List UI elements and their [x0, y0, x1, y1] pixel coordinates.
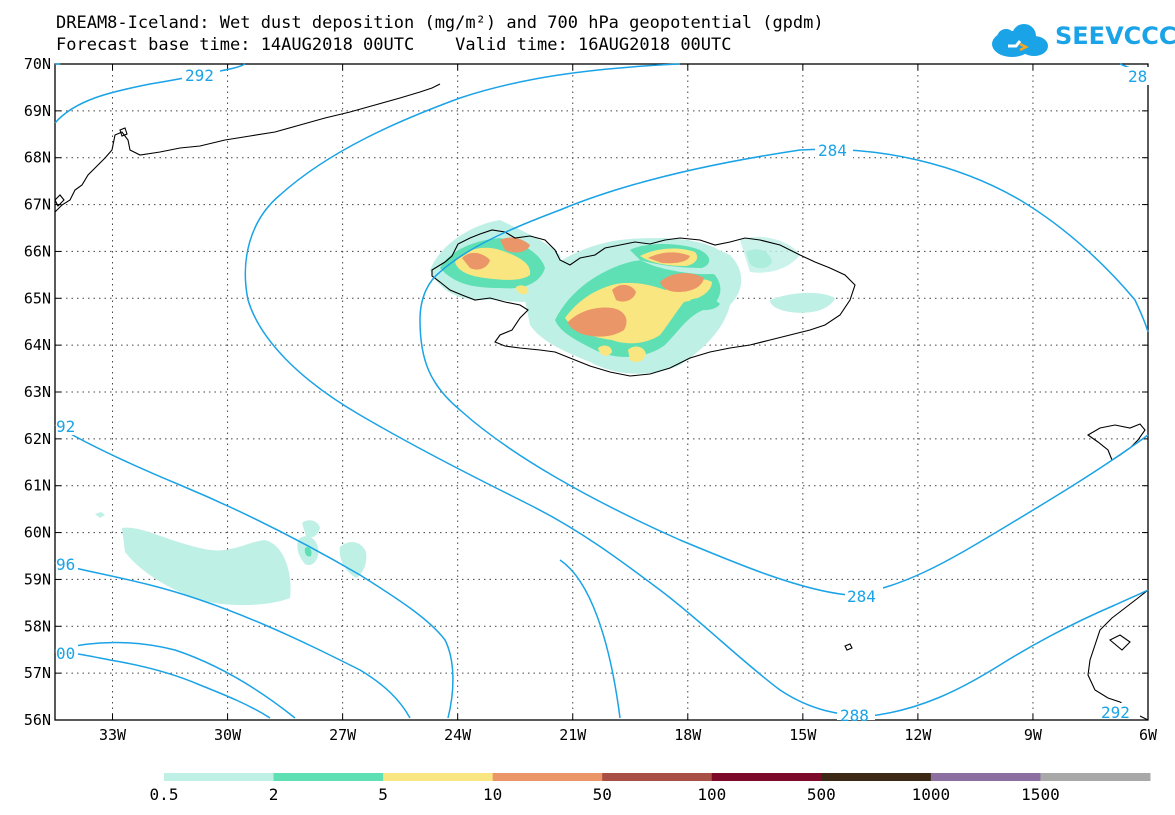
colorbar-label: 10 — [483, 785, 502, 804]
seevccc-logo — [992, 24, 1048, 57]
contour-labels: 292 28 284 284 288 292 92 96 00 — [56, 65, 1150, 725]
axis-ticks — [55, 63, 1149, 721]
lon-label: 18W — [674, 726, 702, 744]
colorbar-label: 2 — [269, 785, 279, 804]
colorbar-label: 0.5 — [150, 785, 179, 804]
geopotential-contours — [54, 63, 1149, 719]
contour-label: 28 — [1128, 67, 1147, 86]
contour-label: 96 — [56, 555, 75, 574]
colorbar-swatch — [821, 773, 932, 781]
contour-label: 284 — [818, 141, 847, 160]
colorbar-swatch — [164, 773, 275, 781]
colorbar-swatch — [711, 773, 822, 781]
lat-label: 57N — [24, 664, 51, 682]
lon-label: 6W — [1139, 726, 1158, 744]
contour-label: 284 — [847, 587, 876, 606]
cloud-icon — [992, 24, 1048, 57]
colorbar-label: 500 — [807, 785, 836, 804]
longitude-labels: 33W 30W 27W 24W 21W 18W 15W 12W 9W 6W — [99, 726, 1158, 744]
lat-label: 70N — [24, 55, 51, 73]
lat-label: 67N — [24, 196, 51, 214]
map-title: DREAM8-Iceland: Wet dust deposition (mg/… — [56, 13, 824, 33]
contour-label: 292 — [185, 66, 214, 85]
lon-label: 30W — [214, 726, 242, 744]
colorbar-label: 1000 — [912, 785, 951, 804]
dust-deposition-field — [95, 220, 835, 606]
lat-label: 66N — [24, 242, 51, 260]
map-frame — [54, 63, 1149, 721]
lat-label: 62N — [24, 430, 51, 448]
lon-label: 33W — [99, 726, 127, 744]
colorbar-label: 1500 — [1021, 785, 1060, 804]
lat-label: 59N — [24, 570, 51, 588]
colorbar-swatch — [602, 773, 713, 781]
colorbar-swatch — [930, 773, 1041, 781]
colorbar-swatch — [273, 773, 384, 781]
lat-label: 61N — [24, 477, 51, 495]
lon-label: 15W — [789, 726, 817, 744]
colorbar-swatch — [492, 773, 603, 781]
lat-label: 60N — [24, 524, 51, 542]
lon-label: 24W — [444, 726, 472, 744]
lat-label: 69N — [24, 102, 51, 120]
lat-label: 68N — [24, 149, 51, 167]
colorbar: 0.5 2 5 10 50 100 500 1000 1500 — [150, 773, 1151, 804]
lat-label: 65N — [24, 289, 51, 307]
contour-label: 00 — [56, 644, 75, 663]
lon-label: 21W — [559, 726, 587, 744]
lat-label: 63N — [24, 383, 51, 401]
contour-label: 292 — [1101, 703, 1130, 722]
lat-label: 64N — [24, 336, 51, 354]
contour-label: 92 — [56, 417, 75, 436]
lon-label: 12W — [904, 726, 932, 744]
colorbar-label: 100 — [697, 785, 726, 804]
colorbar-label: 50 — [593, 785, 612, 804]
lon-label: 9W — [1024, 726, 1043, 744]
lon-label: 27W — [329, 726, 357, 744]
lat-label: 56N — [24, 711, 51, 729]
forecast-time-line: Forecast base time: 14AUG2018 00UTC Vali… — [56, 35, 732, 55]
latitude-labels: 70N 69N 68N 67N 66N 65N 64N 63N 62N 61N 60N 59N 58N 5… — [24, 55, 51, 729]
contour-label: 288 — [840, 706, 869, 725]
colorbar-swatch — [1040, 773, 1151, 781]
colorbar-label: 5 — [378, 785, 388, 804]
lat-label: 58N — [24, 617, 51, 635]
colorbar-swatch — [383, 773, 494, 781]
logo-text: SEEVCCC — [1055, 22, 1175, 50]
